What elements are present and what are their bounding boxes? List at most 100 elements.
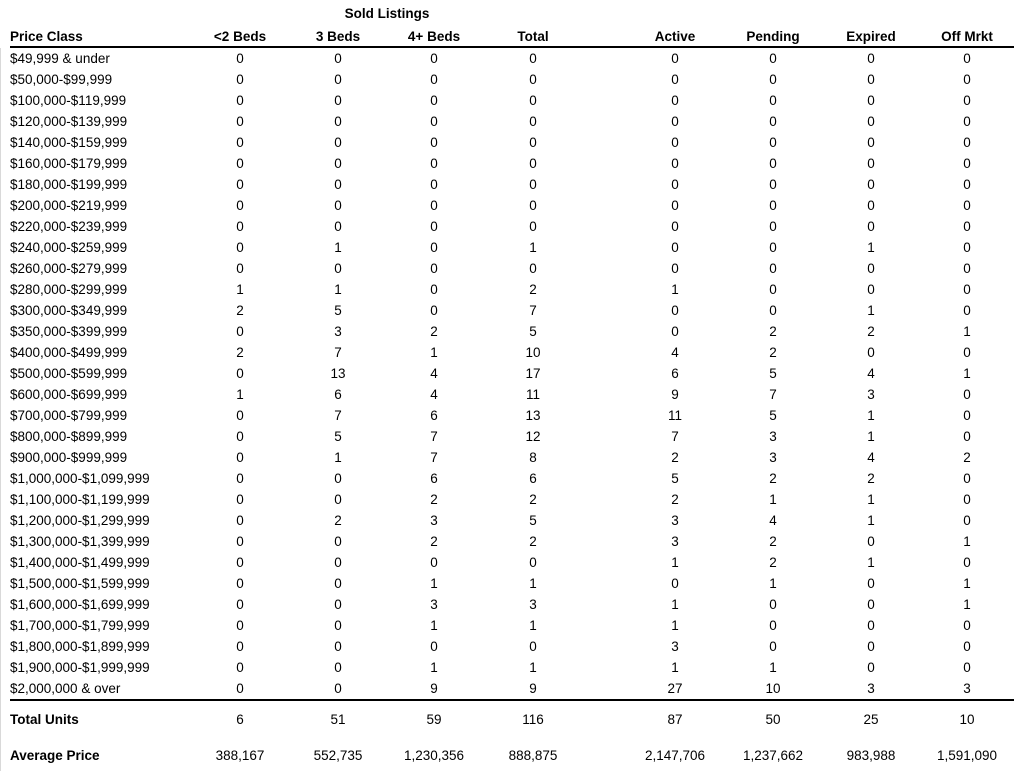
value-cell: 1 <box>334 240 342 255</box>
value-cell: 0 <box>671 135 679 150</box>
value-cell: 0 <box>963 114 971 129</box>
value-cell: 0 <box>671 240 679 255</box>
value-cell: 11 <box>525 387 540 402</box>
value-cell: 5 <box>529 513 537 528</box>
value-cell: 2 <box>529 534 537 549</box>
table-row: $1,000,000-$1,099,999 0 0 6 6 5 2 2 0 <box>10 468 1014 489</box>
value-cell: 5 <box>769 366 777 381</box>
value-cell: 0 <box>236 198 244 213</box>
value-cell: 1 <box>867 303 875 318</box>
value-cell: 0 <box>867 135 875 150</box>
value-cell: 0 <box>769 93 777 108</box>
value-cell: 0 <box>867 177 875 192</box>
value-cell: 2 <box>769 555 777 570</box>
value-cell: 0 <box>236 618 244 633</box>
table-row: $1,900,000-$1,999,999 0 0 1 1 1 1 0 0 <box>10 657 1014 678</box>
table-row: $900,000-$999,999 0 1 7 8 2 3 4 2 <box>10 447 1014 468</box>
total-units-active: 87 <box>667 711 683 727</box>
table-row: $1,100,000-$1,199,999 0 0 2 2 2 1 1 0 <box>10 489 1014 510</box>
value-cell: 0 <box>769 72 777 87</box>
value-cell: 3 <box>867 387 875 402</box>
value-cell: 0 <box>671 198 679 213</box>
value-cell: 0 <box>430 303 438 318</box>
total-units-pending: 50 <box>765 711 781 727</box>
value-cell: 0 <box>236 429 244 444</box>
value-cell: 0 <box>769 198 777 213</box>
value-cell: 4 <box>430 366 438 381</box>
price-class-cell: $1,300,000-$1,399,999 <box>10 534 150 549</box>
value-cell: 9 <box>529 681 537 696</box>
value-cell: 0 <box>867 639 875 654</box>
value-cell: 0 <box>236 219 244 234</box>
value-cell: 11 <box>667 408 682 423</box>
value-cell: 3 <box>430 513 438 528</box>
value-cell: 0 <box>236 177 244 192</box>
value-cell: 3 <box>334 324 342 339</box>
col-header-active: Active <box>654 28 696 44</box>
value-cell: 0 <box>671 303 679 318</box>
value-cell: 0 <box>334 51 342 66</box>
value-cell: 2 <box>769 345 777 360</box>
value-cell: 0 <box>867 51 875 66</box>
table-row: $140,000-$159,999 0 0 0 0 0 0 0 0 <box>10 132 1014 153</box>
value-cell: 1 <box>867 492 875 507</box>
price-class-cell: $260,000-$279,999 <box>10 261 128 276</box>
value-cell: 2 <box>529 492 537 507</box>
value-cell: 3 <box>671 534 679 549</box>
value-cell: 0 <box>334 198 342 213</box>
value-cell: 7 <box>671 429 679 444</box>
price-class-cell: $700,000-$799,999 <box>10 408 128 423</box>
value-cell: 0 <box>769 219 777 234</box>
value-cell: 12 <box>525 429 541 444</box>
table-row: $700,000-$799,999 0 7 6 13 11 5 1 0 <box>10 405 1014 426</box>
value-cell: 0 <box>430 156 438 171</box>
value-cell: 2 <box>529 282 537 297</box>
value-cell: 0 <box>236 93 244 108</box>
value-cell: 0 <box>236 240 244 255</box>
value-cell: 3 <box>963 681 971 696</box>
average-price-active: 2,147,706 <box>644 747 706 763</box>
table-row: $1,600,000-$1,699,999 0 0 3 3 1 0 0 1 <box>10 594 1014 615</box>
col-header-total: Total <box>517 28 549 44</box>
value-cell: 0 <box>529 93 537 108</box>
value-cell: 0 <box>334 135 342 150</box>
value-cell: 3 <box>671 639 679 654</box>
price-class-cell: $500,000-$599,999 <box>10 366 128 381</box>
value-cell: 1 <box>867 555 875 570</box>
value-cell: 0 <box>236 639 244 654</box>
value-cell: 3 <box>769 429 777 444</box>
value-cell: 0 <box>963 660 971 675</box>
value-cell: 0 <box>430 135 438 150</box>
value-cell: 0 <box>769 303 777 318</box>
value-cell: 0 <box>529 177 537 192</box>
value-cell: 2 <box>769 324 777 339</box>
value-cell: 0 <box>334 576 342 591</box>
average-price-expired: 983,988 <box>846 747 896 763</box>
value-cell: 0 <box>529 639 537 654</box>
price-class-cell: $300,000-$349,999 <box>10 303 128 318</box>
value-cell: 0 <box>963 513 971 528</box>
value-cell: 1 <box>334 450 342 465</box>
value-cell: 6 <box>671 366 679 381</box>
value-cell: 6 <box>430 408 438 423</box>
value-cell: 0 <box>867 156 875 171</box>
value-cell: 1 <box>529 240 537 255</box>
value-cell: 1 <box>430 345 438 360</box>
value-cell: 0 <box>769 618 777 633</box>
value-cell: 1 <box>671 597 679 612</box>
value-cell: 1 <box>867 429 875 444</box>
price-class-cell: $160,000-$179,999 <box>10 156 128 171</box>
table-row: $49,999 & under 0 0 0 0 0 0 0 0 <box>10 48 1014 69</box>
price-class-cell: $1,200,000-$1,299,999 <box>10 513 150 528</box>
value-cell: 0 <box>334 471 342 486</box>
value-cell: 0 <box>430 240 438 255</box>
value-cell: 1 <box>671 618 679 633</box>
price-class-cell: $800,000-$899,999 <box>10 429 128 444</box>
table-row: $200,000-$219,999 0 0 0 0 0 0 0 0 <box>10 195 1014 216</box>
value-cell: 2 <box>430 324 438 339</box>
value-cell: 0 <box>963 177 971 192</box>
price-class-cell: $1,100,000-$1,199,999 <box>10 492 150 507</box>
value-cell: 1 <box>769 576 777 591</box>
total-units-label: Total Units <box>10 711 79 727</box>
value-cell: 2 <box>769 534 777 549</box>
